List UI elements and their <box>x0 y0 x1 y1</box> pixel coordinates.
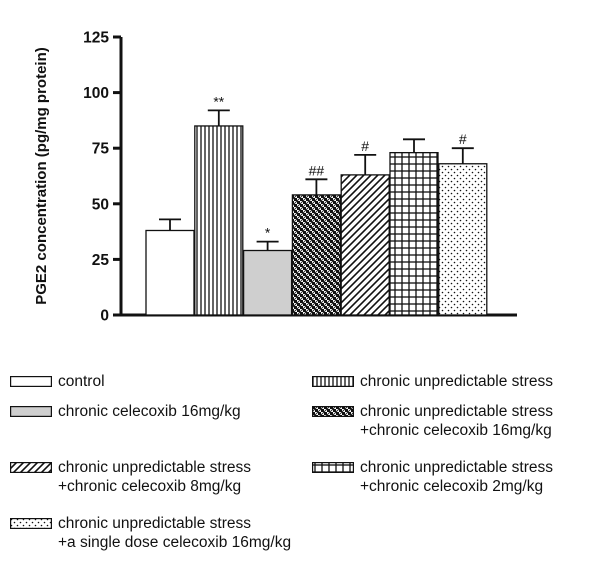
legend-item-cus_single: chronic unpredictable stress +a single do… <box>10 514 291 552</box>
legend-swatch <box>10 376 52 387</box>
bar-control <box>145 229 195 316</box>
legend-swatch <box>312 462 354 473</box>
legend-swatch <box>10 518 52 529</box>
bar-cus <box>194 125 244 316</box>
legend-label: chronic unpredictable stress +chronic cel… <box>360 458 553 496</box>
bar-cus_single <box>438 163 488 316</box>
legend-label-line: chronic unpredictable stress <box>360 403 553 420</box>
legend: control chronic unpredictable stress chron… <box>0 372 595 564</box>
legend-item-cus_cel16: chronic unpredictable stress +chronic cel… <box>312 402 553 440</box>
legend-label-line: control <box>58 373 105 390</box>
legend-item-cus_cel2: chronic unpredictable stress +chronic cel… <box>312 458 553 496</box>
legend-swatch <box>312 376 354 387</box>
significance-label: ## <box>309 162 325 178</box>
legend-item-cus: chronic unpredictable stress <box>312 372 553 391</box>
legend-label: chronic celecoxib 16mg/kg <box>58 402 241 421</box>
legend-label-line: chronic unpredictable stress <box>58 515 251 532</box>
legend-item-control: control <box>10 372 105 391</box>
legend-swatch <box>10 406 52 417</box>
significance-label: # <box>459 131 467 147</box>
significance-label: # <box>361 138 369 154</box>
significance-label: * <box>265 225 271 241</box>
legend-label: chronic unpredictable stress <box>360 372 553 391</box>
y-axis-label: PGE2 concentration (pg/mg protein) <box>33 47 50 305</box>
y-tick-label: 100 <box>83 85 109 102</box>
bar-cus_cel2 <box>389 151 439 316</box>
legend-label-line: chronic unpredictable stress <box>360 373 553 390</box>
legend-label-line: +a single dose celecoxib 16mg/kg <box>58 534 292 551</box>
legend-label-line: +chronic celecoxib 8mg/kg <box>58 478 242 495</box>
y-tick-label: 50 <box>92 196 109 213</box>
legend-label-line: +chronic celecoxib 16mg/kg <box>360 422 552 439</box>
legend-label: chronic unpredictable stress +chronic cel… <box>58 458 251 496</box>
bar-cus_cel8 <box>340 174 390 316</box>
legend-label-line: chronic celecoxib 16mg/kg <box>58 403 241 420</box>
bar-cel16 <box>242 249 293 316</box>
y-tick-label: 125 <box>83 30 109 47</box>
legend-label: chronic unpredictable stress +a single do… <box>58 514 291 552</box>
legend-label-line: chronic unpredictable stress <box>360 459 553 476</box>
y-tick-label: 75 <box>92 141 110 158</box>
significance-label: ** <box>213 93 224 109</box>
bars: ***### # <box>145 93 488 316</box>
legend-item-cel16: chronic celecoxib 16mg/kg <box>10 402 241 421</box>
legend-label: control <box>58 372 105 391</box>
legend-item-cus_cel8: chronic unpredictable stress +chronic cel… <box>10 458 251 496</box>
y-tick-label: 25 <box>92 252 110 269</box>
legend-label-line: +chronic celecoxib 2mg/kg <box>360 478 544 495</box>
bar-chart: PGE2 concentration (pg/mg protein) 0 25 50… <box>33 30 517 325</box>
y-tick-label: 0 <box>100 308 109 325</box>
legend-label-line: chronic unpredictable stress <box>58 459 251 476</box>
legend-swatch <box>10 462 52 473</box>
legend-swatch <box>312 406 354 417</box>
bar-cus_cel16 <box>291 194 342 316</box>
y-axis-title: PGE2 concentration (pg/mg protein) <box>33 47 50 305</box>
legend-label: chronic unpredictable stress +chronic cel… <box>360 402 553 440</box>
